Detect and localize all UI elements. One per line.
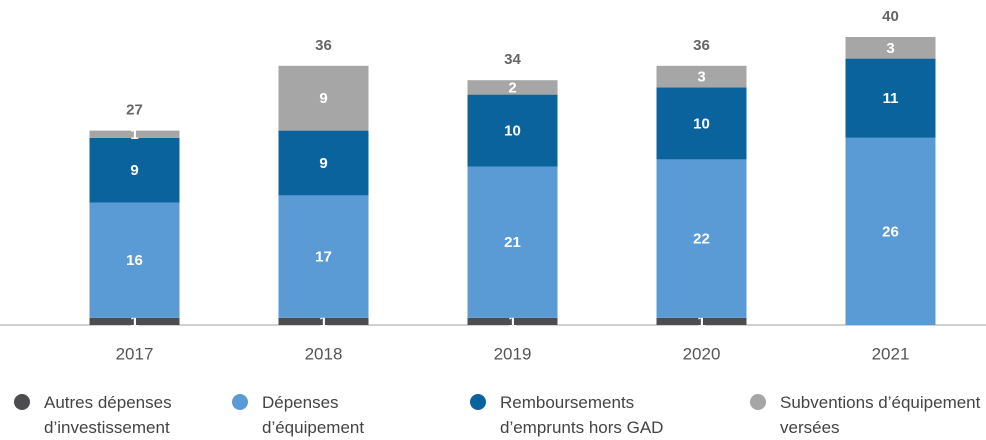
total-label: 40 [882, 8, 899, 25]
data-label: 3 [886, 40, 894, 57]
legend-label: Dépenses d’équipement [262, 393, 365, 437]
bar-segment [89, 317, 180, 325]
bar-segment [89, 137, 180, 203]
bar-segment [656, 65, 747, 88]
data-label: 2 [508, 79, 516, 96]
data-label: 1 [130, 313, 138, 330]
bar-segment [278, 317, 369, 325]
legend-label: Subventions d’équipement versées [780, 393, 981, 437]
legend-item: Dépenses d’équipement [232, 390, 387, 440]
bar-segment [467, 80, 558, 95]
bar-segment [845, 58, 936, 138]
x-tick-label: 2017 [116, 344, 154, 363]
bar-segment [656, 87, 747, 160]
legend-item: Subventions d’équipement versées [750, 390, 985, 440]
x-tick-label: 2020 [683, 344, 721, 363]
data-label: 9 [130, 162, 138, 179]
chart: 1 16 9 1 27 2017 1 17 9 9 36 2018 1 21 10 2 34 2019 1 22 10 3… [0, 8, 986, 363]
legend-label: Remboursements d’emprunts hors GAD [500, 393, 664, 437]
legend-item: Autres dépenses d’investissement [14, 390, 209, 440]
data-label: 10 [693, 115, 710, 132]
legend-swatch [14, 394, 30, 410]
data-label: 26 [882, 223, 899, 240]
legend-item: Remboursements d’emprunts hors GAD [470, 390, 685, 440]
data-label: 3 [697, 69, 705, 86]
total-label: 36 [315, 37, 332, 54]
legend-swatch [470, 394, 486, 410]
x-tick-label: 2021 [872, 344, 910, 363]
x-tick-label: 2019 [494, 344, 532, 363]
bar-segment [278, 130, 369, 196]
x-tick-label: 2018 [305, 344, 343, 363]
bar-segment [845, 37, 936, 59]
data-label: 1 [130, 126, 138, 143]
legend-swatch [750, 394, 766, 410]
bar-segment [467, 94, 558, 167]
data-label: 1 [508, 313, 516, 330]
total-label: 34 [504, 51, 521, 68]
legend-swatch [232, 394, 248, 410]
data-label: 22 [693, 231, 710, 248]
data-label: 1 [697, 313, 705, 330]
total-label: 27 [126, 102, 143, 119]
data-label: 11 [883, 90, 899, 107]
data-label: 10 [504, 123, 521, 140]
data-label: 1 [319, 313, 327, 330]
bar-segment [278, 195, 369, 318]
data-label: 9 [319, 90, 327, 107]
total-label: 36 [693, 37, 710, 54]
bar-segment [89, 202, 180, 318]
bar-segment [656, 317, 747, 325]
data-label: 21 [504, 234, 521, 251]
data-label: 9 [319, 155, 327, 172]
bar-segment [278, 65, 369, 131]
legend-label: Autres dépenses d’investissement [44, 393, 172, 437]
data-label: 16 [126, 252, 143, 269]
bar-segment [467, 317, 558, 325]
bar-segment [845, 137, 936, 325]
bar-segment [656, 159, 747, 318]
data-label: 17 [315, 249, 332, 266]
bar-segment [89, 130, 180, 138]
bar-segment [467, 166, 558, 318]
